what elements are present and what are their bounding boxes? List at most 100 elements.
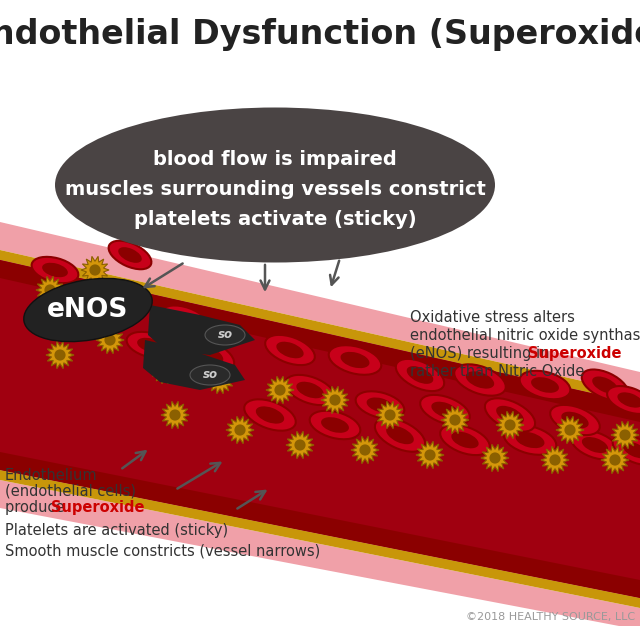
Circle shape (234, 424, 246, 436)
Circle shape (504, 419, 516, 431)
Circle shape (330, 394, 340, 406)
Ellipse shape (340, 352, 369, 368)
Ellipse shape (618, 393, 640, 408)
Ellipse shape (386, 426, 414, 444)
Ellipse shape (550, 405, 600, 435)
Circle shape (360, 444, 371, 456)
Ellipse shape (329, 345, 381, 375)
Polygon shape (0, 260, 640, 422)
Circle shape (54, 349, 65, 361)
Polygon shape (151, 356, 179, 384)
Text: rather than Nitric Oxide: rather than Nitric Oxide (410, 364, 584, 379)
Ellipse shape (55, 108, 495, 262)
Polygon shape (0, 452, 640, 598)
Text: Platelets are activated (sticky): Platelets are activated (sticky) (5, 523, 228, 538)
Polygon shape (286, 431, 314, 459)
Ellipse shape (520, 371, 570, 399)
Ellipse shape (531, 377, 559, 393)
Circle shape (159, 364, 171, 376)
Ellipse shape (367, 398, 394, 413)
Polygon shape (206, 366, 234, 394)
Polygon shape (0, 260, 640, 598)
Ellipse shape (592, 376, 618, 394)
Text: eNOS: eNOS (47, 297, 129, 323)
Circle shape (564, 424, 575, 436)
Polygon shape (601, 446, 629, 474)
Ellipse shape (172, 312, 198, 328)
Polygon shape (481, 444, 509, 471)
Polygon shape (0, 222, 640, 394)
Ellipse shape (82, 287, 108, 303)
Text: muscles surrounding vessels constrict: muscles surrounding vessels constrict (65, 180, 485, 199)
Ellipse shape (24, 279, 152, 342)
Ellipse shape (466, 371, 494, 389)
Ellipse shape (276, 342, 303, 358)
Text: Superoxide: Superoxide (51, 500, 145, 515)
Circle shape (44, 284, 56, 295)
Ellipse shape (496, 406, 524, 424)
Polygon shape (0, 250, 640, 404)
Ellipse shape (485, 398, 535, 432)
Text: produce: produce (5, 500, 69, 515)
Polygon shape (226, 416, 254, 444)
Circle shape (275, 384, 285, 396)
Ellipse shape (440, 425, 490, 455)
Ellipse shape (623, 442, 640, 458)
Ellipse shape (196, 346, 223, 364)
Polygon shape (96, 326, 124, 354)
Ellipse shape (71, 280, 119, 309)
Circle shape (549, 454, 561, 466)
Text: Endothelium: Endothelium (5, 468, 98, 483)
Circle shape (294, 439, 306, 451)
Ellipse shape (582, 437, 608, 453)
Text: blood flow is impaired: blood flow is impaired (153, 150, 397, 169)
Polygon shape (441, 406, 469, 434)
Polygon shape (556, 416, 584, 444)
Ellipse shape (186, 339, 234, 371)
Text: (eNOS) resulting in: (eNOS) resulting in (410, 346, 554, 361)
Ellipse shape (431, 402, 459, 418)
Polygon shape (321, 386, 349, 414)
Ellipse shape (118, 247, 142, 263)
Ellipse shape (420, 395, 470, 425)
Ellipse shape (285, 375, 335, 405)
Ellipse shape (137, 338, 163, 352)
Polygon shape (376, 401, 404, 429)
Ellipse shape (571, 431, 619, 459)
Text: platelets activate (sticky): platelets activate (sticky) (134, 210, 416, 229)
Ellipse shape (296, 382, 324, 398)
Circle shape (104, 334, 116, 346)
Ellipse shape (190, 365, 230, 385)
Ellipse shape (244, 399, 296, 431)
Ellipse shape (321, 417, 349, 433)
Polygon shape (46, 341, 74, 369)
Text: so: so (218, 329, 232, 342)
Text: so: so (202, 369, 218, 381)
Ellipse shape (375, 418, 425, 452)
Ellipse shape (31, 257, 78, 283)
Ellipse shape (612, 435, 640, 465)
Text: (endothelial cells): (endothelial cells) (5, 484, 136, 499)
Ellipse shape (516, 432, 545, 448)
Ellipse shape (265, 335, 315, 365)
Ellipse shape (205, 325, 245, 345)
Ellipse shape (406, 366, 433, 384)
Polygon shape (351, 436, 379, 464)
Text: ©2018 HEALTHY SOURCE, LLC: ©2018 HEALTHY SOURCE, LLC (466, 612, 635, 622)
Ellipse shape (256, 406, 284, 424)
Polygon shape (0, 470, 640, 608)
Circle shape (385, 409, 396, 421)
Ellipse shape (127, 332, 173, 358)
Polygon shape (148, 305, 255, 355)
Ellipse shape (454, 364, 506, 396)
Text: Endothelial Dysfunction (Superoxide): Endothelial Dysfunction (Superoxide) (0, 18, 640, 51)
Text: Oxidative stress alters: Oxidative stress alters (410, 310, 575, 325)
Polygon shape (541, 446, 569, 474)
Circle shape (214, 374, 226, 386)
Circle shape (90, 264, 100, 275)
Ellipse shape (310, 411, 360, 439)
Text: Superoxide: Superoxide (528, 346, 621, 361)
Ellipse shape (451, 432, 479, 448)
Polygon shape (143, 340, 245, 390)
Circle shape (424, 449, 436, 461)
